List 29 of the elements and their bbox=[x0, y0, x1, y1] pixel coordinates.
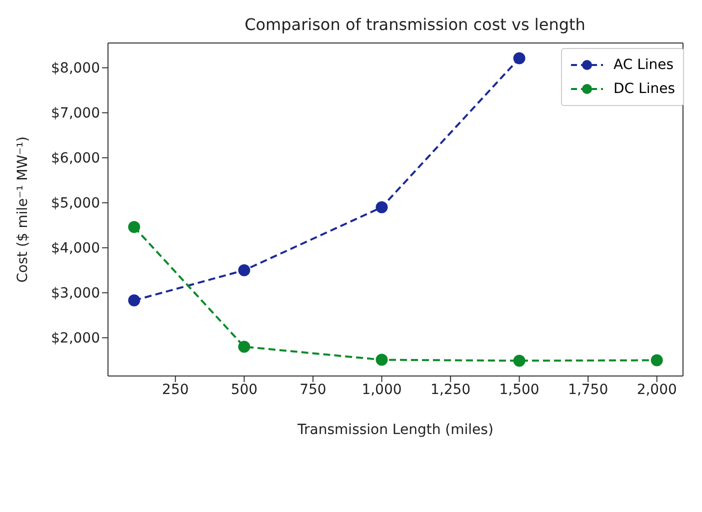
point bbox=[513, 52, 526, 64]
point bbox=[650, 354, 663, 366]
x-tick-label: 250 bbox=[162, 382, 189, 398]
x-tick-label: 1,750 bbox=[568, 382, 608, 398]
point bbox=[513, 354, 526, 367]
x-tick-label: 1,000 bbox=[362, 382, 402, 398]
point bbox=[376, 201, 388, 214]
x-axis-title: Transmission Length (miles) bbox=[296, 422, 494, 438]
y-tick-label: $6,000 bbox=[51, 150, 100, 167]
y-tick-label: $5,000 bbox=[51, 196, 100, 212]
point bbox=[128, 294, 140, 306]
y-tick-label: $2,000 bbox=[51, 330, 100, 347]
legend-label: AC Lines bbox=[614, 56, 674, 75]
y-tick-label: $4,000 bbox=[51, 240, 100, 257]
x-tick-label: 1,250 bbox=[430, 382, 471, 398]
x-tick-label: 2,000 bbox=[636, 382, 677, 398]
y-tick-label: $7,000 bbox=[51, 106, 100, 122]
chart-title: Comparison of transmission cost vs length bbox=[244, 15, 586, 34]
point bbox=[238, 340, 250, 353]
y-tick-label: $8,000 bbox=[51, 60, 100, 77]
point bbox=[128, 221, 140, 234]
y-axis-title: Cost ($ mile⁻¹ MW⁻¹) bbox=[14, 136, 31, 283]
legend-label: DC Lines bbox=[614, 80, 675, 99]
point bbox=[376, 354, 388, 366]
y-tick-label: $3,000 bbox=[51, 286, 100, 302]
x-tick-label: 1,500 bbox=[499, 382, 540, 398]
x-tick-label: 750 bbox=[300, 382, 326, 398]
x-tick-label: 500 bbox=[230, 382, 258, 398]
point bbox=[238, 264, 250, 276]
